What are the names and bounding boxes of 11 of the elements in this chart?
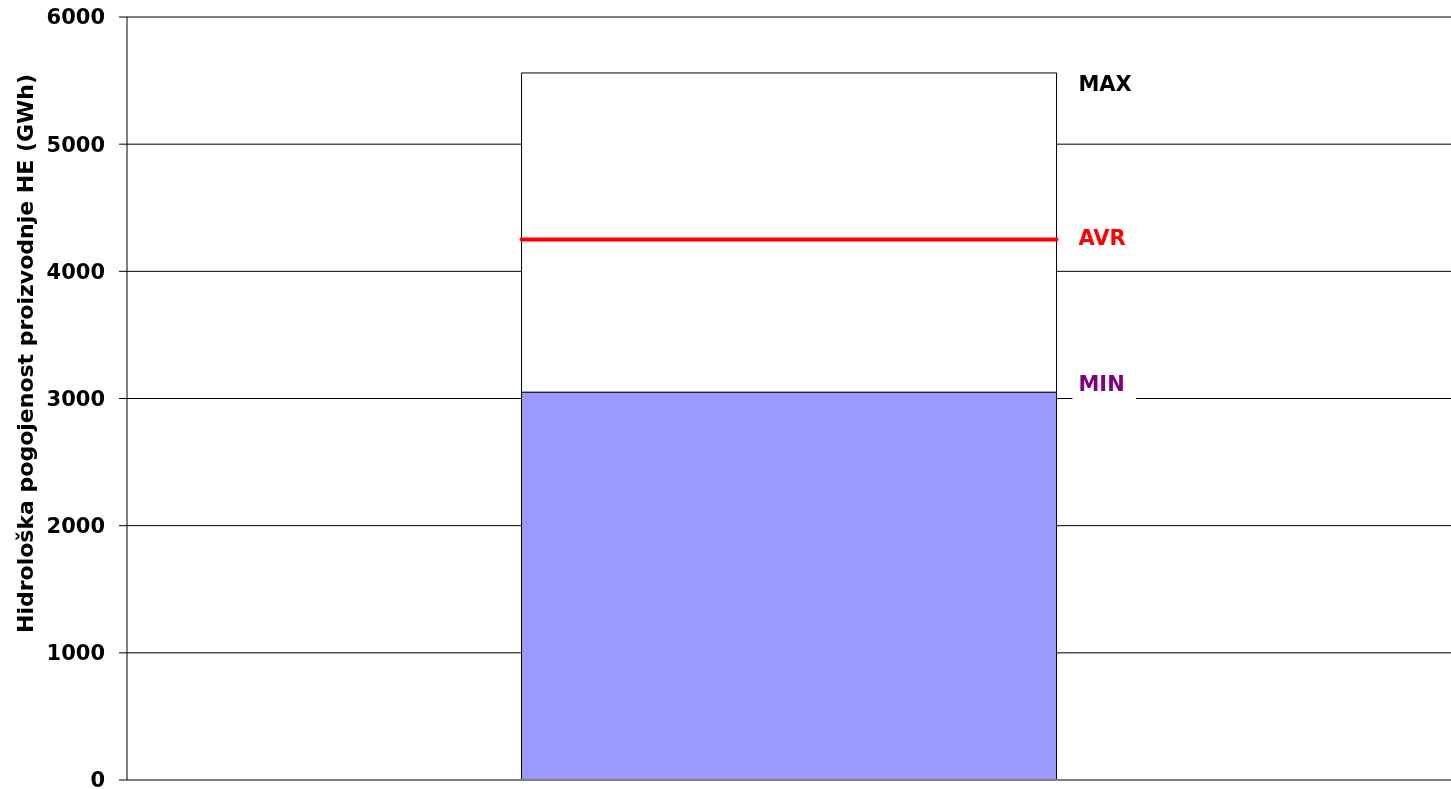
- y-axis-title: Hidrološka pogojenost proizvodnje HE (GWh): [12, 73, 38, 634]
- y-tick-label: 0: [90, 768, 105, 789]
- y-tick-label: 5000: [46, 132, 105, 157]
- y-tick-label: 2000: [46, 514, 105, 539]
- ref-line-label: AVR: [1078, 225, 1126, 250]
- y-tick-label: 1000: [46, 641, 105, 666]
- y-tick-label: 4000: [46, 259, 105, 284]
- annotation: MIN: [1078, 372, 1125, 397]
- y-tick-label: 3000: [46, 386, 105, 411]
- annotation: MAX: [1078, 71, 1132, 96]
- y-tick-label: 6000: [46, 5, 105, 30]
